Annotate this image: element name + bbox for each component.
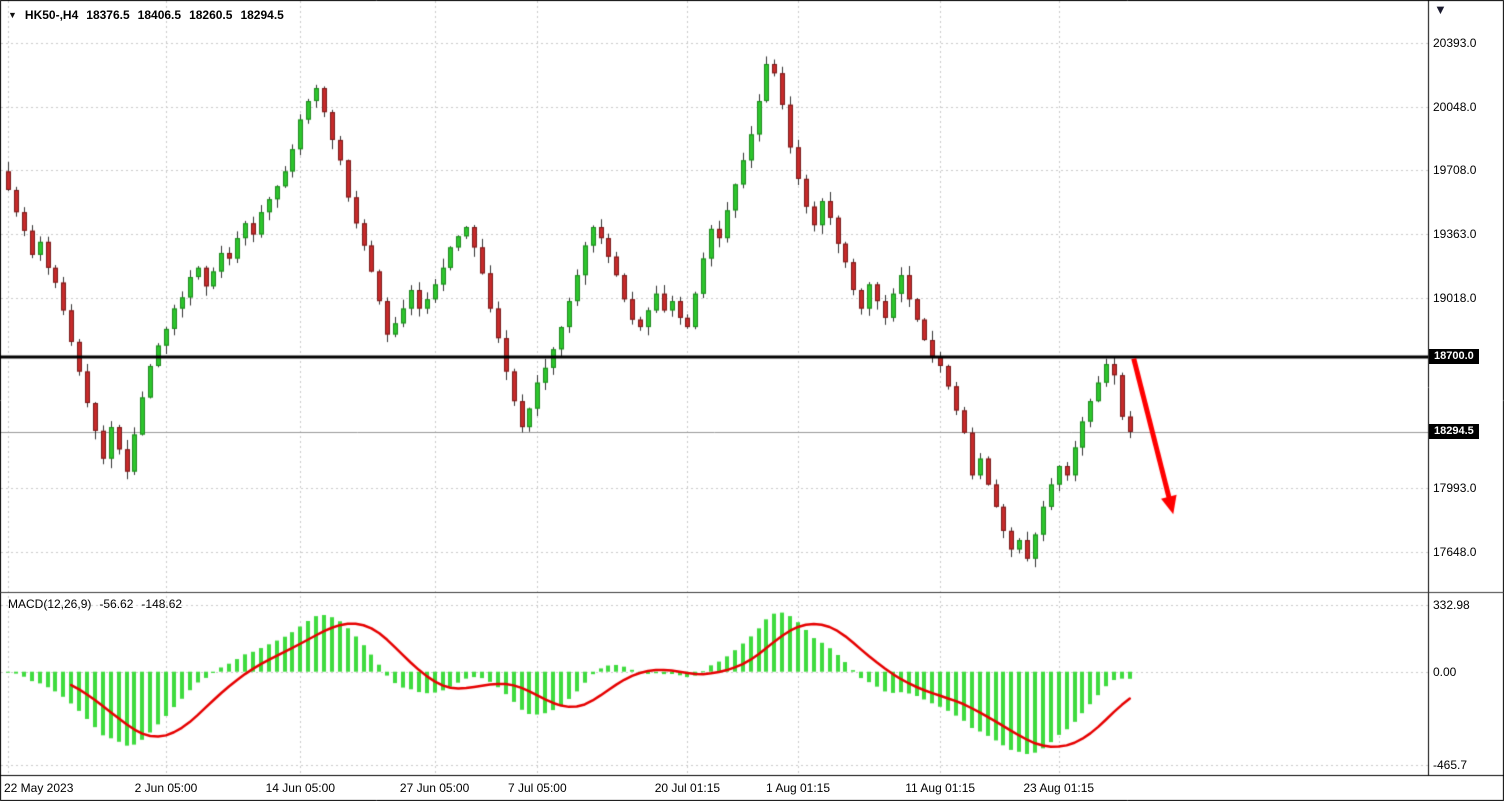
macd-name-label: MACD(12,26,9): [8, 597, 92, 611]
chart-shift-marker-icon: ▼: [1434, 2, 1447, 17]
macd-header: MACD(12,26,9) -56.62 -148.62: [8, 597, 182, 611]
ohlc-header: ▼ HK50-,H4 18376.5 18406.5 18260.5 18294…: [8, 8, 284, 22]
ohlc-close-value: 18294.5: [240, 8, 284, 22]
hline-price-tag: 18700.0: [1429, 348, 1479, 364]
macd-signal-value: -148.62: [141, 597, 183, 611]
symbol-marker-icon: ▼: [8, 10, 17, 20]
symbol-period-label: HK50-,H4: [24, 8, 79, 22]
pane-resize-divider[interactable]: [0, 587, 1504, 598]
macd-main-value: -56.62: [99, 597, 134, 611]
ohlc-high-value: 18406.5: [137, 8, 182, 22]
ohlc-open-value: 18376.5: [86, 8, 130, 22]
current-price-tag: 18294.5: [1429, 423, 1479, 439]
ohlc-low-value: 18260.5: [189, 8, 233, 22]
